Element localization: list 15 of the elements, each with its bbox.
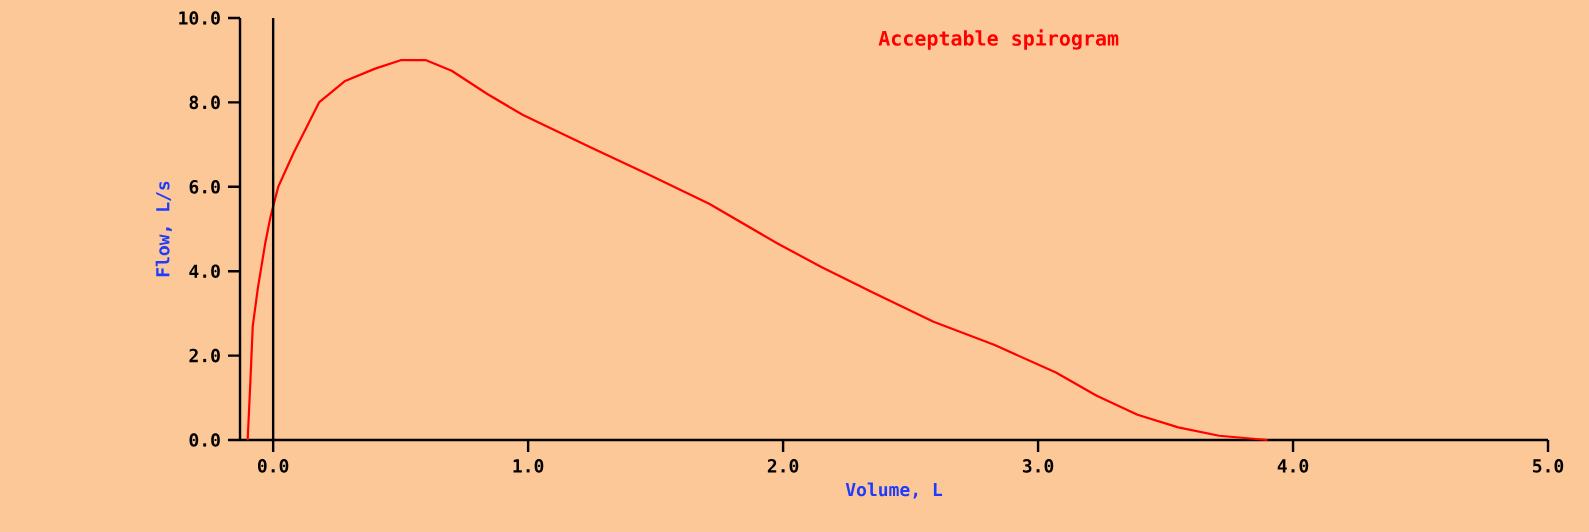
y-tick-label: 8.0: [189, 95, 220, 110]
y-tick-label: 6.0: [189, 179, 220, 194]
x-tick-label: 1.0: [513, 459, 544, 473]
x-tick-label: 0.0: [257, 459, 289, 473]
y-tick-label: 0.0: [189, 433, 220, 447]
x-axis-title: Volume, L: [845, 482, 943, 499]
y-tick-label: 2.0: [189, 348, 220, 363]
text: Acceptable spirogram: [878, 29, 1119, 50]
y-axis-title: Flow, L/s: [155, 181, 172, 277]
y-tick-label: 10.0: [179, 11, 220, 25]
x-tick-label: 3.0: [1022, 459, 1054, 473]
y-tick-label: 4.0: [189, 264, 220, 278]
x-tick-label: 4.0: [1277, 459, 1309, 473]
x-tick-label: 2.0: [767, 459, 799, 473]
x-tick-label: 5.0: [1533, 459, 1564, 473]
